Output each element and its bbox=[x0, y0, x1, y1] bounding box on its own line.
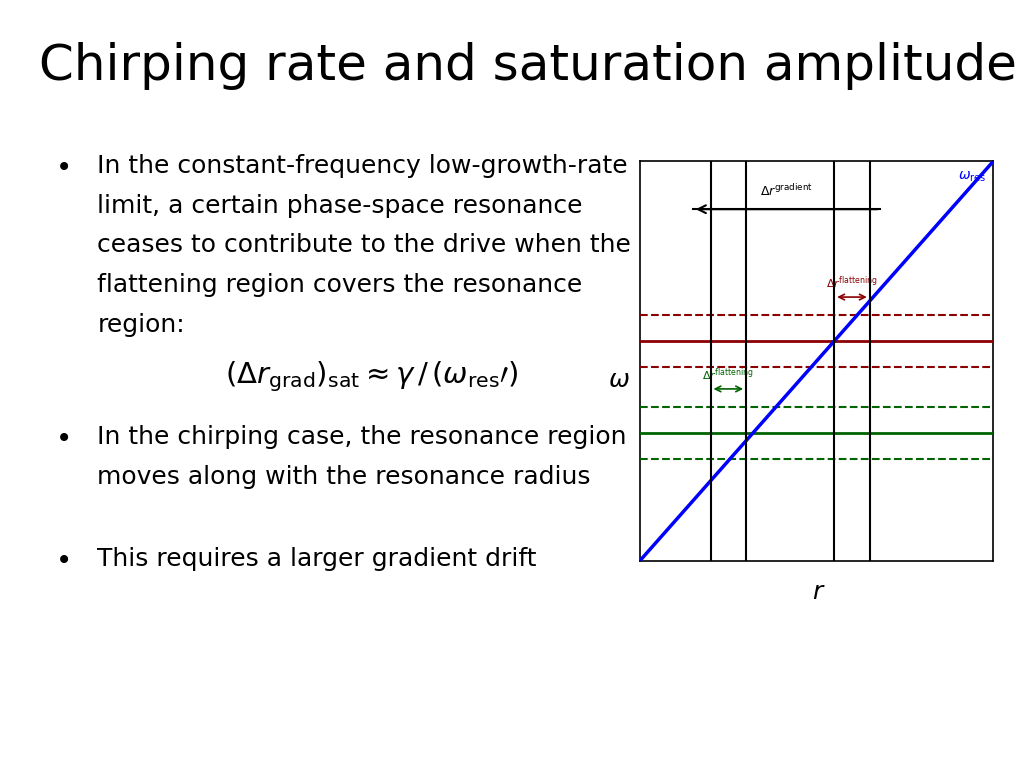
Text: moves along with the resonance radius: moves along with the resonance radius bbox=[97, 465, 591, 488]
Text: $\Delta r^{\rm flattening}$: $\Delta r^{\rm flattening}$ bbox=[702, 366, 754, 383]
Text: $\omega$: $\omega$ bbox=[608, 368, 630, 392]
Text: limit, a certain phase-space resonance: limit, a certain phase-space resonance bbox=[97, 194, 583, 217]
Text: This requires a larger gradient drift: This requires a larger gradient drift bbox=[97, 547, 537, 571]
Text: flattening region covers the resonance: flattening region covers the resonance bbox=[97, 273, 583, 297]
Text: •: • bbox=[56, 547, 73, 574]
Text: $\omega_{\rm res}$: $\omega_{\rm res}$ bbox=[958, 169, 986, 184]
Text: $(\Delta r_{\rm grad})_{\rm sat} \approx \gamma\,/\,(\omega_{\rm res}\mathbf{\pr: $(\Delta r_{\rm grad})_{\rm sat} \approx… bbox=[225, 359, 519, 394]
Text: ceases to contribute to the drive when the: ceases to contribute to the drive when t… bbox=[97, 233, 631, 257]
Text: $\Delta r^{\rm flattening}$: $\Delta r^{\rm flattening}$ bbox=[826, 274, 878, 291]
Text: Chirping rate and saturation amplitude: Chirping rate and saturation amplitude bbox=[39, 42, 1017, 91]
Text: $\Delta r^{\rm gradient}$: $\Delta r^{\rm gradient}$ bbox=[760, 184, 813, 199]
Text: In the constant-frequency low-growth-rate: In the constant-frequency low-growth-rat… bbox=[97, 154, 628, 177]
Text: In the chirping case, the resonance region: In the chirping case, the resonance regi… bbox=[97, 425, 627, 449]
Text: region:: region: bbox=[97, 313, 185, 337]
Text: •: • bbox=[56, 154, 73, 181]
Text: •: • bbox=[56, 425, 73, 452]
Text: $r$: $r$ bbox=[812, 580, 826, 604]
